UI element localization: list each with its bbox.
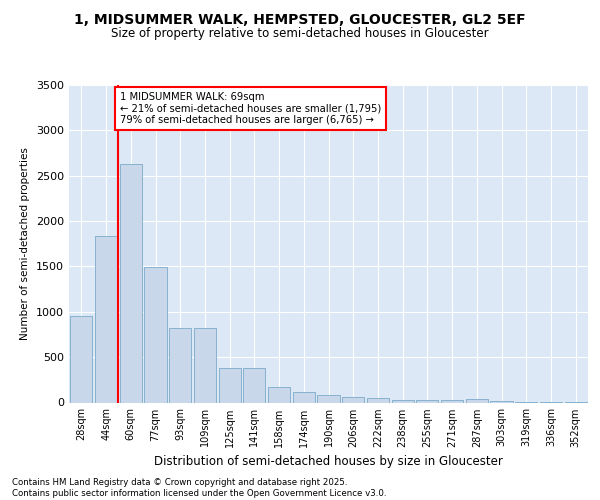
Text: 1 MIDSUMMER WALK: 69sqm
← 21% of semi-detached houses are smaller (1,795)
79% of: 1 MIDSUMMER WALK: 69sqm ← 21% of semi-de…: [119, 92, 381, 126]
Text: Contains HM Land Registry data © Crown copyright and database right 2025.
Contai: Contains HM Land Registry data © Crown c…: [12, 478, 386, 498]
Bar: [70, 316, 92, 402]
Bar: [416, 400, 439, 402]
Bar: [367, 398, 389, 402]
Bar: [169, 328, 191, 402]
Bar: [392, 400, 414, 402]
Bar: [490, 401, 512, 402]
Bar: [194, 328, 216, 402]
Bar: [441, 400, 463, 402]
Bar: [466, 399, 488, 402]
Bar: [243, 368, 265, 402]
Bar: [145, 268, 167, 402]
Bar: [317, 395, 340, 402]
Bar: [218, 368, 241, 402]
Bar: [95, 236, 117, 402]
Y-axis label: Number of semi-detached properties: Number of semi-detached properties: [20, 148, 31, 340]
Bar: [119, 164, 142, 402]
Text: 1, MIDSUMMER WALK, HEMPSTED, GLOUCESTER, GL2 5EF: 1, MIDSUMMER WALK, HEMPSTED, GLOUCESTER,…: [74, 12, 526, 26]
Bar: [342, 397, 364, 402]
Text: Size of property relative to semi-detached houses in Gloucester: Size of property relative to semi-detach…: [111, 28, 489, 40]
X-axis label: Distribution of semi-detached houses by size in Gloucester: Distribution of semi-detached houses by …: [154, 455, 503, 468]
Bar: [293, 392, 315, 402]
Bar: [268, 386, 290, 402]
